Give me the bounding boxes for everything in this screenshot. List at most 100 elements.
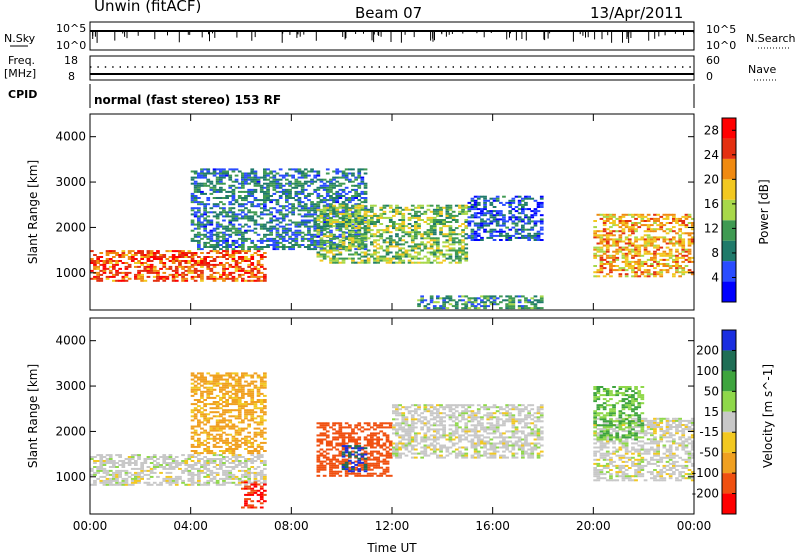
power-cell: [259, 248, 264, 251]
power-cell: [140, 250, 144, 253]
power-cell: [124, 273, 129, 276]
power-cell: [470, 228, 475, 231]
power-cell: [530, 216, 535, 219]
power-cell: [184, 279, 189, 282]
velocity-cell: [244, 475, 248, 478]
velocity-cell: [206, 437, 211, 440]
power-cell: [348, 257, 352, 260]
power-cell: [244, 231, 248, 234]
power-cell: [461, 239, 465, 242]
power-cell: [112, 273, 116, 276]
power-cell: [499, 232, 503, 235]
power-colorbar-tick-label: 24: [704, 148, 719, 162]
velocity-cell: [137, 467, 141, 470]
power-cell: [464, 243, 469, 246]
power-cell: [190, 252, 195, 254]
power-colorbar-segment: [722, 158, 736, 180]
power-cell: [272, 244, 277, 246]
velocity-cell: [203, 467, 207, 470]
power-cell: [467, 210, 472, 213]
velocity-cell: [219, 390, 223, 393]
power-cell: [351, 231, 355, 234]
power-cell: [96, 271, 100, 274]
power-cell: [241, 225, 245, 228]
power-cell: [653, 222, 657, 224]
power-cell: [637, 260, 642, 263]
power-cell: [259, 207, 264, 210]
power-cell: [197, 269, 201, 272]
velocity-cell: [335, 442, 340, 445]
power-cell: [244, 239, 248, 242]
power-cell: [206, 256, 211, 258]
power-cell: [93, 275, 97, 278]
power-cell: [499, 234, 503, 237]
power-cell: [634, 236, 638, 239]
velocity-cell: [225, 403, 229, 406]
power-cell: [269, 233, 273, 236]
power-cell: [401, 219, 406, 221]
power-cell: [351, 245, 355, 248]
velocity-cell: [253, 407, 258, 410]
power-cell: [388, 210, 393, 213]
power-cell: [609, 267, 613, 270]
power-cell: [382, 239, 387, 242]
power-cell: [464, 247, 469, 250]
power-cell: [624, 242, 629, 245]
power-cell: [363, 192, 368, 195]
power-cell: [373, 251, 377, 254]
power-cell: [530, 303, 535, 306]
power-cell: [348, 225, 352, 228]
power-cell: [234, 250, 239, 253]
power-cell: [410, 204, 415, 207]
power-cell: [373, 204, 377, 207]
power-cell: [385, 241, 390, 244]
power-cell: [193, 180, 198, 183]
power-cell: [351, 188, 355, 191]
velocity-cell: [206, 431, 211, 434]
velocity-cell: [341, 458, 346, 461]
power-cell: [360, 235, 365, 238]
velocity-cell: [219, 374, 223, 377]
power-cell: [300, 188, 305, 191]
velocity-cell: [108, 477, 113, 480]
power-cell: [253, 221, 258, 224]
power-cell: [190, 269, 195, 272]
power-colorbar-tick-label: 28: [704, 123, 719, 137]
power-cell: [190, 256, 195, 258]
power-cell: [313, 248, 318, 251]
power-cell: [247, 265, 251, 268]
power-cell: [112, 265, 116, 268]
velocity-cell: [231, 378, 236, 381]
power-cell: [206, 211, 211, 214]
power-cell: [517, 307, 522, 310]
velocity-cell: [181, 454, 185, 457]
velocity-cell: [209, 473, 214, 476]
velocity-cell: [344, 422, 349, 425]
power-cell: [681, 244, 686, 247]
power-cell: [275, 246, 280, 248]
power-cell: [621, 222, 626, 224]
power-cell: [275, 231, 280, 234]
power-cell: [259, 271, 264, 274]
power-cell: [376, 257, 380, 260]
power-cell: [681, 242, 686, 245]
power-cell: [263, 209, 267, 212]
power-colorbar-segment: [722, 261, 736, 282]
velocity-cell: [206, 441, 211, 444]
power-cell: [313, 229, 318, 232]
power-cell: [621, 232, 626, 235]
velocity-cell: [228, 450, 233, 452]
power-cell: [303, 188, 308, 191]
power-cell: [373, 241, 377, 244]
power-cell: [473, 230, 478, 233]
power-cell: [388, 216, 393, 219]
power-cell: [263, 192, 267, 195]
velocity-cell: [332, 462, 336, 465]
power-cell: [363, 168, 368, 171]
velocity-cell: [130, 467, 135, 470]
velocity-cell: [222, 439, 226, 442]
power-cell: [370, 219, 374, 221]
power-cell: [149, 252, 154, 254]
power-cell: [338, 223, 343, 226]
velocity-cell: [332, 456, 336, 459]
